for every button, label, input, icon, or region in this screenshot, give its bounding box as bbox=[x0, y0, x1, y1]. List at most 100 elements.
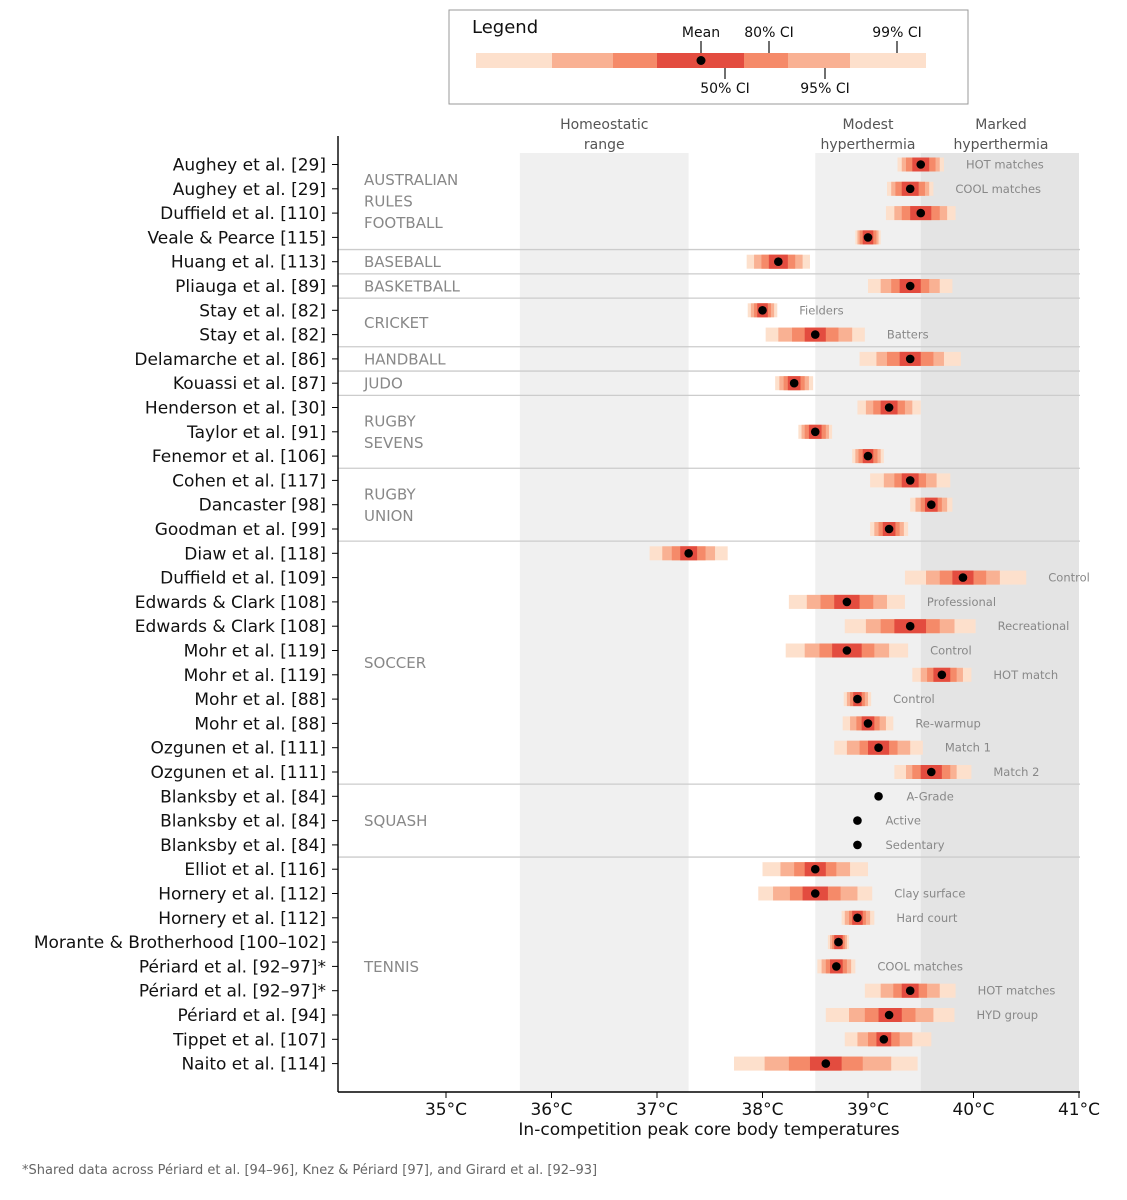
sport-label: AUSTRALIAN bbox=[364, 171, 458, 189]
mean-point bbox=[863, 233, 873, 242]
study-row bbox=[912, 667, 972, 682]
study-note: Professional bbox=[927, 595, 996, 609]
study-label: Veale & Pearce [115] bbox=[148, 228, 327, 248]
study-note: Active bbox=[885, 814, 921, 828]
study-row bbox=[758, 886, 873, 901]
study-note: HOT match bbox=[993, 668, 1058, 682]
study-label: Hornery et al. [112] bbox=[158, 885, 326, 905]
mean-point bbox=[874, 743, 883, 752]
study-label: Tippet et al. [107] bbox=[172, 1030, 326, 1050]
study-note: Fielders bbox=[799, 303, 843, 317]
study-label: Huang et al. [113] bbox=[171, 253, 326, 273]
sport-label: BASEBALL bbox=[364, 253, 441, 271]
study-note: Sedentary bbox=[885, 838, 944, 852]
legend-label-99ci: 99% CI bbox=[872, 25, 921, 41]
study-label: Stay et al. [82] bbox=[199, 301, 326, 321]
study-row bbox=[870, 522, 909, 536]
legend: Legend Mean 80% CI 99% CI 50% CI 95% CI bbox=[448, 9, 969, 105]
mean-point bbox=[884, 1010, 894, 1020]
study-label: Elliot et al. [116] bbox=[184, 860, 326, 880]
study-label: Delamarche et al. [86] bbox=[134, 350, 326, 370]
study-row bbox=[765, 327, 865, 342]
mean-point bbox=[853, 840, 862, 850]
study-row bbox=[874, 792, 883, 801]
study-label: Cohen et al. [117] bbox=[172, 471, 326, 491]
study-label: Mohr et al. [119] bbox=[184, 642, 326, 662]
study-label: Ozgunen et al. [111] bbox=[151, 763, 326, 783]
study-label: Fenemor et al. [106] bbox=[152, 447, 326, 467]
study-label: Blanksby et al. [84] bbox=[160, 836, 326, 856]
zone-band bbox=[519, 153, 689, 1092]
legend-label-95ci: 95% CI bbox=[800, 81, 849, 97]
study-label: Hornery et al. [112] bbox=[158, 909, 326, 929]
sport-label: RUGBY bbox=[364, 413, 416, 431]
sport-label: JUDO bbox=[363, 375, 403, 393]
sport-label: SQUASH bbox=[364, 812, 427, 830]
study-row bbox=[747, 303, 778, 318]
study-row bbox=[910, 497, 953, 512]
study-row bbox=[859, 351, 961, 366]
study-row bbox=[844, 1032, 932, 1047]
study-row bbox=[827, 935, 850, 950]
mean-point bbox=[863, 719, 873, 728]
x-tick-label: 37°C bbox=[636, 1100, 678, 1120]
x-tick-label: 38°C bbox=[741, 1100, 783, 1120]
study-row bbox=[844, 619, 976, 634]
study-label: Diaw et al. [118] bbox=[184, 544, 326, 564]
legend-label-50ci: 50% CI bbox=[700, 81, 749, 97]
study-label: Edwards & Clark [108] bbox=[135, 617, 326, 637]
study-label: Ozgunen et al. [111] bbox=[151, 739, 326, 759]
legend-label-mean: Mean bbox=[682, 25, 720, 41]
study-note: Recreational bbox=[998, 619, 1070, 633]
zone-label: Marked bbox=[975, 117, 1027, 133]
sport-label: FOOTBALL bbox=[364, 214, 443, 232]
study-label: Kouassi et al. [87] bbox=[173, 374, 326, 394]
mean-point bbox=[842, 646, 852, 655]
study-label: Stay et al. [82] bbox=[199, 326, 326, 346]
mean-point bbox=[810, 889, 820, 898]
study-note: Batters bbox=[887, 328, 929, 342]
mean-point bbox=[958, 573, 968, 582]
study-note: HOT matches bbox=[966, 158, 1044, 172]
x-axis-label: In-competition peak core body temperatur… bbox=[518, 1120, 899, 1140]
mean-point bbox=[758, 306, 767, 315]
mean-point bbox=[842, 597, 852, 607]
sport-label: SEVENS bbox=[364, 434, 423, 452]
sport-labels-layer: AUSTRALIAN RULES FOOTBALL BASEBALL BASKETBAL… bbox=[363, 171, 460, 976]
x-tick-label: 41°C bbox=[1058, 1100, 1100, 1120]
notes-layer: HOT matches COOL matches Fielders Batters Co… bbox=[799, 158, 1090, 1023]
mean-point bbox=[810, 864, 820, 874]
study-label: Goodman et al. [99] bbox=[155, 520, 326, 540]
study-note: HYD group bbox=[977, 1008, 1039, 1022]
study-label: Mohr et al. [88] bbox=[194, 714, 326, 734]
sport-label: TENNIS bbox=[363, 958, 419, 976]
study-label: Périard et al. [92–97]* bbox=[139, 957, 326, 977]
study-note: Match 2 bbox=[993, 765, 1039, 779]
legend-bar bbox=[476, 41, 926, 79]
mean-point bbox=[863, 451, 873, 461]
study-note: Control bbox=[1048, 571, 1090, 585]
study-note: Control bbox=[930, 644, 972, 658]
separators-layer bbox=[338, 248, 1080, 858]
study-label: Taylor et al. [91] bbox=[186, 423, 326, 443]
zone-label: hyperthermia bbox=[820, 137, 915, 153]
study-row bbox=[853, 840, 862, 850]
study-label: Pliauga et al. [89] bbox=[175, 277, 326, 297]
study-row bbox=[870, 473, 951, 488]
study-row bbox=[834, 740, 923, 755]
study-note: A-Grade bbox=[907, 789, 954, 803]
sport-label: RULES bbox=[364, 192, 413, 210]
study-row bbox=[788, 594, 905, 609]
study-row bbox=[852, 449, 884, 464]
mean-point bbox=[905, 621, 915, 631]
mean-point bbox=[810, 427, 820, 437]
study-label: Henderson et al. [30] bbox=[145, 399, 326, 419]
zone-label: Modest bbox=[843, 117, 894, 133]
study-row bbox=[762, 862, 868, 877]
mean-point bbox=[834, 937, 843, 947]
mean-point bbox=[884, 524, 894, 534]
study-note: Clay surface bbox=[894, 887, 965, 901]
sport-label: CRICKET bbox=[364, 314, 429, 332]
mean-point bbox=[905, 986, 915, 995]
study-label: Morante & Brotherhood [100–102] bbox=[34, 933, 326, 953]
